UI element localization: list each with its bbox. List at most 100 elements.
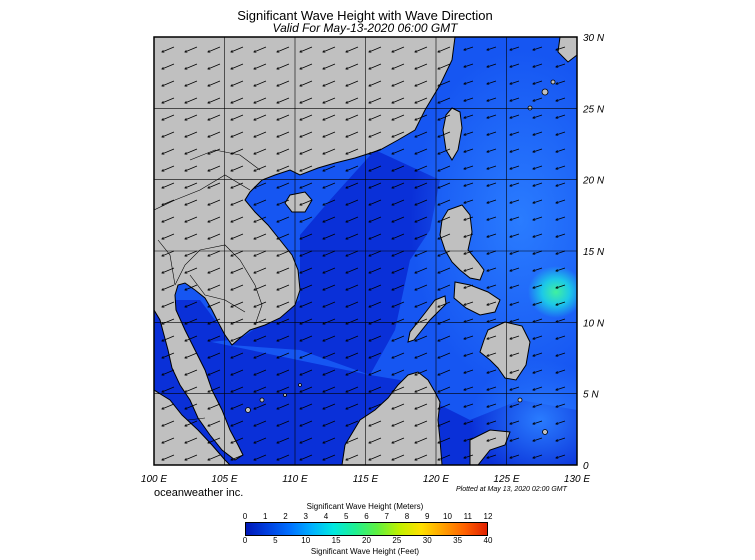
colorbar-feet-tick: 5 [273,536,278,545]
wave-arrow [487,97,497,101]
wave-arrow [231,386,244,392]
wave-arrow [369,80,382,86]
y-tick-label: 0 [583,461,589,472]
wave-arrow [208,420,221,426]
wave-arrow [277,318,290,324]
colorbar-meters-tick: 12 [483,512,493,521]
wave-arrow [300,386,313,392]
wave-arrow [346,131,359,137]
wave-arrow [208,301,221,307]
wave-arrow [254,335,267,341]
wave-arrow [510,301,520,305]
wave-arrow [162,301,175,307]
wave-arrow [231,46,244,52]
wave-arrow [392,233,405,239]
map-frame [153,36,578,466]
wave-arrow [464,131,474,135]
wave-arrow [162,46,175,52]
wave-arrow [438,420,451,426]
wave-arrow [556,369,566,373]
wave-arrow [300,267,313,273]
wave-arrow [556,301,566,305]
wave-arrow [556,437,566,441]
wave-arrow [415,250,428,256]
wave-arrow [464,148,474,152]
wave-arrow [254,437,267,443]
wave-arrow [254,199,267,205]
wave-arrow [369,301,382,307]
wave-arrow [185,301,198,307]
wave-arrow [487,437,497,441]
wave-arrow [556,403,566,407]
wave-arrow [533,46,543,50]
wave-arrow [162,403,175,409]
wave-arrow [533,199,543,203]
wave-arrow [464,216,474,220]
wave-arrow [369,131,382,137]
wave-arrow [392,318,405,324]
wave-arrow [464,420,474,424]
wave-arrow [277,250,290,256]
wave-arrow [162,437,175,443]
wave-arrow [438,335,451,341]
wave-arrow [510,216,520,220]
wave-arrow [438,352,451,358]
wave-arrow [438,386,451,392]
wave-arrow [323,250,336,256]
wave-arrow [208,114,221,120]
wave-arrow [323,97,336,103]
wave-arrow [533,420,543,424]
wave-arrow [369,233,382,239]
wave-arrow [162,250,175,256]
wave-arrow [208,97,221,103]
wave-arrow [487,301,497,305]
wave-arrow [231,352,244,358]
wave-arrow [438,437,451,443]
wave-arrow [438,284,451,290]
wave-arrow [277,454,290,460]
wave-arrow [300,369,313,375]
wave-arrow [231,267,244,273]
wave-arrow [185,233,198,239]
wave-arrow [162,199,175,205]
country-borders [154,149,263,421]
y-axis-ticks: 30 N 25 N 20 N 15 N 10 N 5 N 0 [582,33,605,472]
wave-arrow [556,63,566,67]
wave-arrow [464,80,474,84]
wave-arrow [254,114,267,120]
wave-arrow [369,114,382,120]
wave-arrow [487,148,497,152]
wave-arrow [346,46,359,52]
wave-arrow [415,318,428,324]
wave-arrow [369,250,382,256]
wave-arrow [556,420,566,424]
colorbar-meters-tick: 11 [463,512,472,521]
wave-arrow [533,352,543,356]
wave-arrow [185,267,198,273]
wave-arrow [510,148,520,152]
wave-arrow [346,352,359,358]
luzon [439,204,485,281]
wave-arrow [185,420,198,426]
wave-arrow [510,233,520,237]
wave-arrow [369,46,382,52]
wave-arrow [162,165,175,171]
wave-arrow [510,420,520,424]
wave-arrow [185,63,198,69]
wave-arrow [254,352,267,358]
wave-arrow [231,63,244,69]
wave-arrow [254,46,267,52]
wave-arrow [323,335,336,341]
wave-arrow [208,199,221,205]
wave-arrow [392,165,405,171]
colorbar-meters-tick: 6 [364,512,369,521]
wave-arrow [392,114,405,120]
wave-arrow [533,148,543,152]
wave-arrow [208,335,221,341]
wave-arrow [162,80,175,86]
wave-arrow [438,403,451,409]
map-canvas [154,37,577,465]
wave-arrow [464,182,474,186]
wave-arrow [323,454,336,460]
wave-arrow [208,216,221,222]
